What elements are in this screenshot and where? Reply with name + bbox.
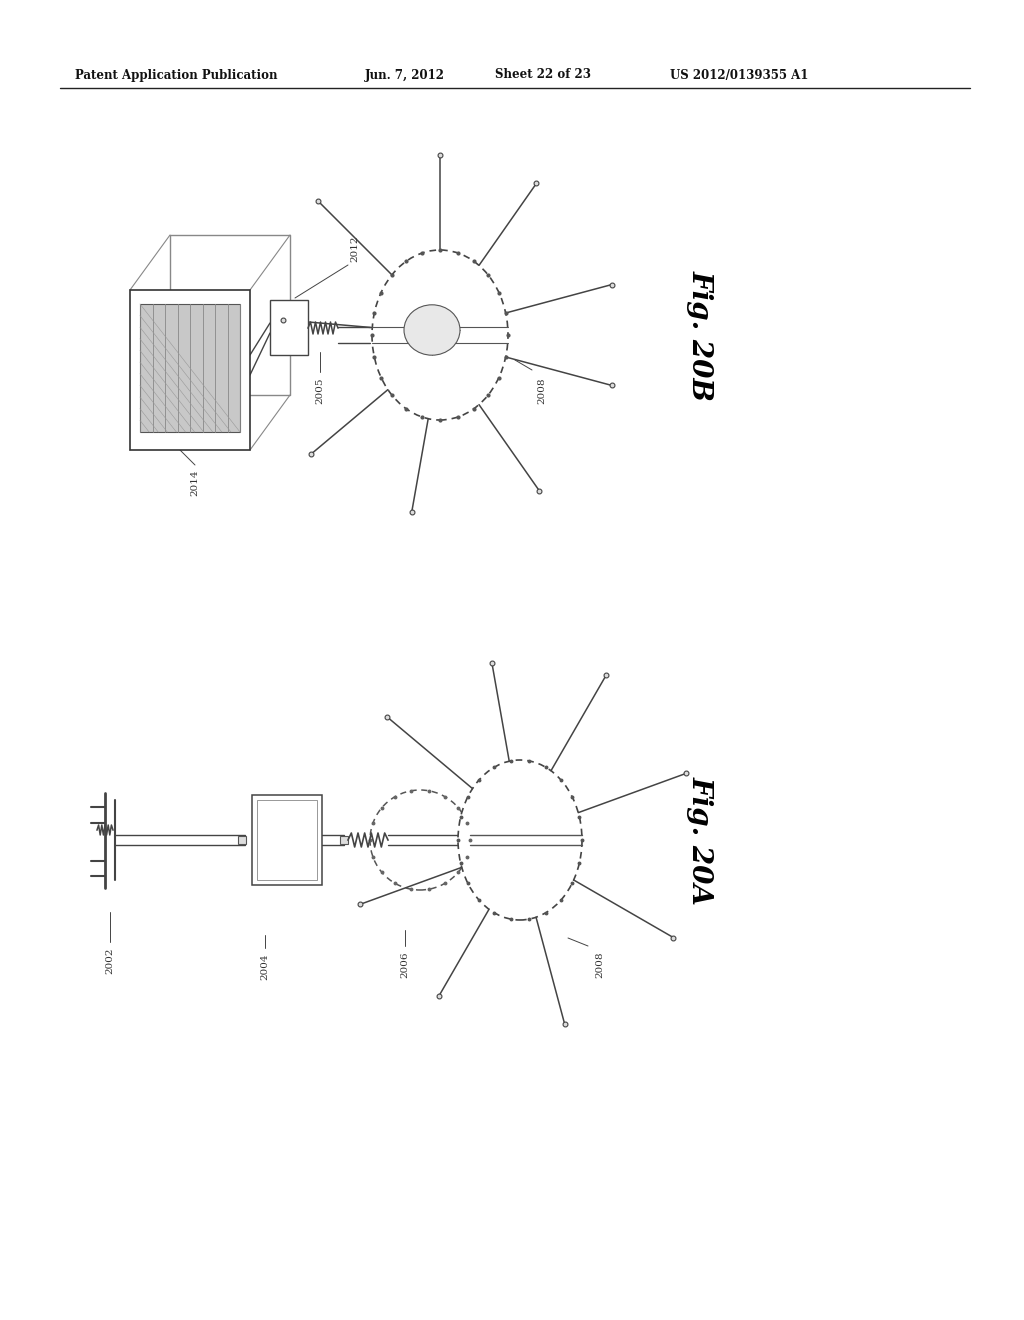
Text: 2002: 2002 [105,948,115,974]
Text: US 2012/0139355 A1: US 2012/0139355 A1 [670,69,808,82]
Bar [140,304,240,432]
Ellipse shape [370,789,470,890]
Bar [252,795,322,884]
Text: 2008: 2008 [538,378,547,404]
Text: Patent Application Publication: Patent Application Publication [75,69,278,82]
Bar [270,300,308,355]
Ellipse shape [404,305,460,355]
Text: 2012: 2012 [350,235,359,261]
Ellipse shape [458,760,582,920]
Ellipse shape [372,249,508,420]
Bar [238,836,246,843]
Bar [130,290,250,450]
Text: 2008: 2008 [596,952,604,978]
Text: Jun. 7, 2012: Jun. 7, 2012 [365,69,445,82]
Text: Fig. 20B: Fig. 20B [686,269,714,400]
Text: 2004: 2004 [260,954,269,981]
Text: 2006: 2006 [400,952,410,978]
Text: Sheet 22 of 23: Sheet 22 of 23 [495,69,591,82]
Bar [257,800,317,880]
Text: Fig. 20A: Fig. 20A [686,776,714,904]
Text: 2014: 2014 [190,470,200,496]
Text: 2005: 2005 [315,378,325,404]
Bar [340,836,348,843]
